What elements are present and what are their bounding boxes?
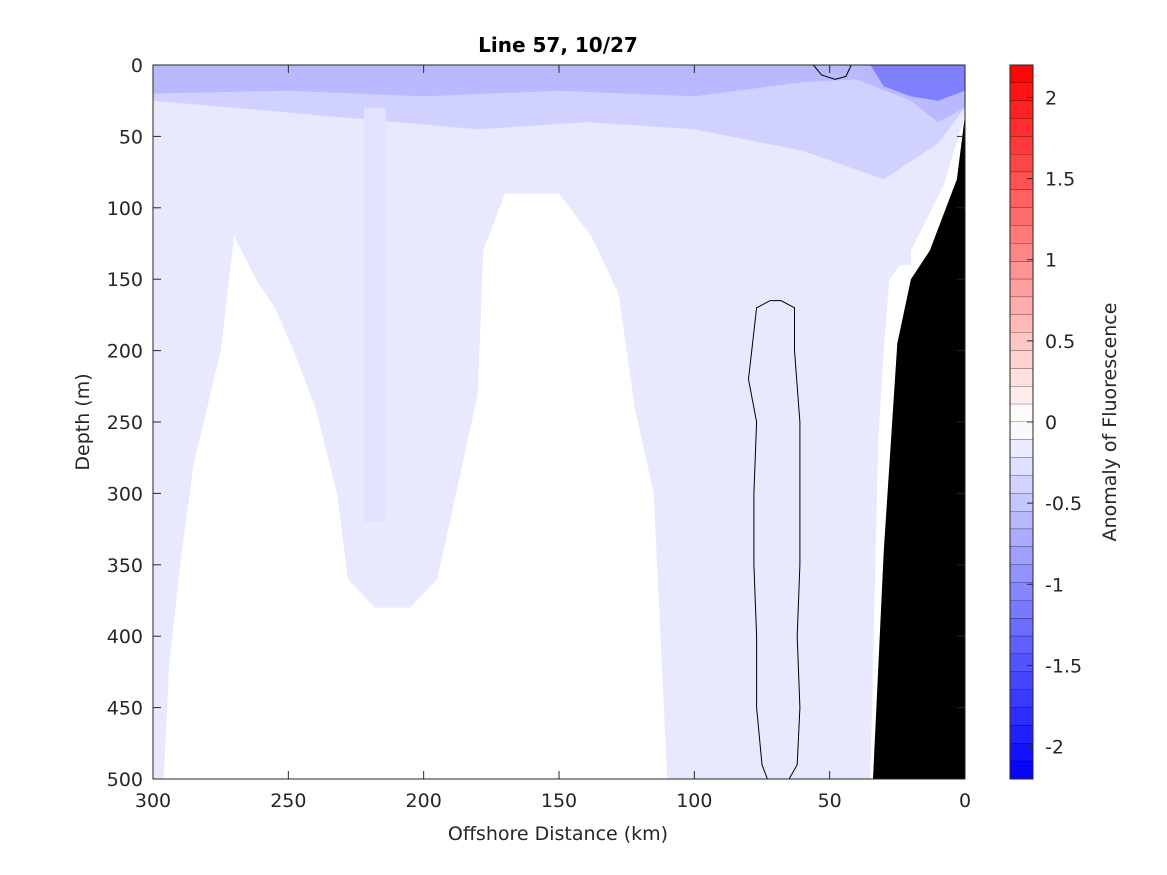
colorbar-step: [1010, 654, 1033, 673]
colorbar-step: [1010, 404, 1033, 423]
y-tick-label: 0: [131, 55, 143, 77]
colorbar-tick-label: -0.5: [1045, 493, 1082, 515]
x-tick-label: 300: [135, 790, 171, 812]
colorbar-step: [1010, 582, 1033, 601]
colorbar-step: [1010, 172, 1033, 191]
colorbar-tick-label: 0: [1045, 412, 1057, 434]
colorbar-step: [1010, 100, 1033, 120]
colorbar-step: [1010, 225, 1033, 244]
anomaly-region-0: [153, 65, 965, 779]
bathymetry: [873, 115, 965, 779]
colorbar-tick-label: -2: [1045, 737, 1064, 759]
y-tick-label: 150: [107, 269, 143, 291]
y-tick-label: 200: [107, 341, 143, 363]
chart-title: Line 57, 10/27: [478, 33, 638, 57]
y-tick-label: 350: [107, 555, 143, 577]
y-tick-label: 100: [107, 198, 143, 220]
y-tick-label: 250: [107, 412, 143, 434]
colorbar-step: [1010, 546, 1033, 566]
colorbar-step: [1010, 529, 1033, 548]
x-tick-label: 200: [406, 790, 442, 812]
seafloor: [873, 115, 965, 779]
colorbar-tick-label: -1: [1045, 574, 1064, 596]
colorbar-step: [1010, 332, 1033, 352]
anomaly-region-5: [883, 214, 911, 265]
y-tick-label: 50: [119, 126, 143, 148]
x-tick-label: 250: [270, 790, 306, 812]
y-tick-label: 500: [107, 769, 143, 791]
x-tick-label: 100: [676, 790, 712, 812]
colorbar-step: [1010, 136, 1033, 155]
colorbar-step: [1010, 368, 1033, 387]
plot-area: 300 250 200 150 100 50 0 050100150200250300350…: [107, 55, 971, 812]
x-tick-label: 50: [818, 790, 842, 812]
colorbar-step: [1010, 261, 1033, 280]
anomaly-regions: [153, 65, 965, 779]
colorbar-step: [1010, 600, 1033, 619]
colorbar-step: [1010, 118, 1033, 137]
colorbar-step: [1010, 725, 1033, 744]
x-tick-label: 150: [541, 790, 577, 812]
x-axis-label: Offshore Distance (km): [448, 823, 668, 845]
y-tick-label: 300: [107, 483, 143, 505]
colorbar-tick-label: 2: [1045, 87, 1057, 109]
anomaly-region-1: [153, 65, 965, 180]
colorbar-label: Anomaly of Fluorescence: [1099, 303, 1121, 542]
colorbar-step: [1010, 350, 1033, 369]
colorbar-step: [1010, 207, 1033, 227]
colorbar-step: [1010, 671, 1033, 691]
colorbar-tick-label: 1: [1045, 250, 1057, 272]
colorbar-step: [1010, 422, 1033, 441]
colorbar-step: [1010, 314, 1033, 334]
colorbar-step: [1010, 493, 1033, 512]
y-tick-label: 450: [107, 698, 143, 720]
colorbar-step: [1010, 279, 1033, 298]
y-axis-ticks: 0 50 100 150 200 250 300 350 400 450 500: [107, 55, 965, 791]
colorbar-step: [1010, 475, 1033, 494]
colorbar-tick-label: 0.5: [1045, 331, 1075, 353]
colorbar-step: [1010, 154, 1033, 173]
anomaly-region-3: [153, 65, 965, 123]
colorbar-step: [1010, 636, 1033, 655]
colorbar-step: [1010, 82, 1033, 102]
colorbar-tick-label: -1.5: [1045, 655, 1082, 677]
zero-contour-1: [813, 64, 852, 80]
colorbar-step: [1010, 189, 1033, 209]
colorbar-step: [1010, 689, 1033, 709]
colorbar-step: [1010, 297, 1033, 316]
colorbar-step: [1010, 564, 1033, 584]
anomaly-region-4: [870, 65, 965, 101]
colorbar-step: [1010, 707, 1033, 726]
colorbar-step: [1010, 511, 1033, 530]
colorbar-step: [1010, 618, 1033, 637]
colorbar-step: [1010, 65, 1033, 84]
colorbar-tick-label: 1.5: [1045, 169, 1075, 191]
colorbar: 2 1.5 1 0.5 0 -0.5 -1 -1.5 -2: [1009, 64, 1082, 780]
x-axis-ticks: 300 250 200 150 100 50 0: [135, 65, 971, 812]
colorbar-step: [1010, 743, 1033, 762]
y-tick-label: 400: [107, 626, 143, 648]
colorbar-step: [1010, 386, 1033, 405]
y-axis-label: Depth (m): [72, 373, 94, 470]
colorbar-step: [1010, 457, 1033, 477]
anomaly-region-2: [364, 107, 386, 523]
colorbar-step: [1010, 761, 1033, 780]
x-tick-label: 0: [959, 790, 971, 812]
colorbar-step: [1010, 439, 1033, 459]
colorbar-step: [1010, 243, 1033, 262]
